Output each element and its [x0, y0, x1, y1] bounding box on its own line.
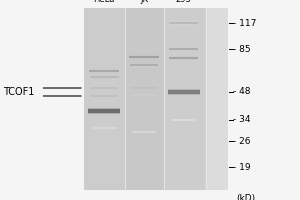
Bar [90, 95, 118, 97]
Bar [164, 8, 204, 190]
Text: - 48: - 48 [233, 88, 251, 97]
Text: - 19: - 19 [233, 162, 251, 171]
Bar [92, 127, 117, 129]
Bar [130, 43, 158, 45]
Bar [132, 94, 156, 96]
Bar [92, 127, 117, 129]
Bar [84, 8, 124, 190]
Bar [90, 76, 118, 78]
Bar [168, 90, 200, 94]
Bar [90, 95, 118, 97]
Bar [89, 69, 119, 73]
Bar [130, 63, 158, 67]
Bar [130, 43, 158, 45]
Bar [169, 21, 198, 25]
Bar [90, 87, 118, 89]
Text: HeLa: HeLa [94, 0, 115, 4]
Bar [169, 57, 198, 59]
Text: TCOF1: TCOF1 [3, 87, 34, 97]
Text: - 26: - 26 [233, 136, 251, 146]
Text: - 85: - 85 [233, 45, 251, 53]
Bar [132, 131, 156, 133]
Text: - 34: - 34 [233, 116, 251, 124]
Bar [169, 47, 198, 51]
Bar [168, 89, 200, 95]
Bar [89, 70, 119, 72]
Text: JK: JK [140, 0, 148, 4]
Bar [169, 48, 198, 50]
Bar [172, 119, 195, 121]
Bar [206, 8, 228, 190]
Bar [132, 94, 156, 96]
Bar [129, 55, 159, 59]
Bar [130, 87, 158, 89]
Text: - 117: - 117 [233, 19, 257, 27]
Bar [169, 22, 198, 24]
Bar [88, 108, 120, 114]
Text: (kD): (kD) [236, 194, 256, 200]
Bar [90, 76, 118, 78]
Bar [169, 56, 198, 60]
Bar [129, 56, 159, 58]
Bar [88, 109, 120, 113]
Bar [84, 8, 228, 190]
Bar [132, 131, 156, 133]
Bar [172, 119, 195, 121]
Text: 293: 293 [176, 0, 192, 4]
Bar [130, 64, 158, 66]
Bar [90, 87, 118, 89]
Bar [124, 8, 164, 190]
Bar [130, 87, 158, 89]
